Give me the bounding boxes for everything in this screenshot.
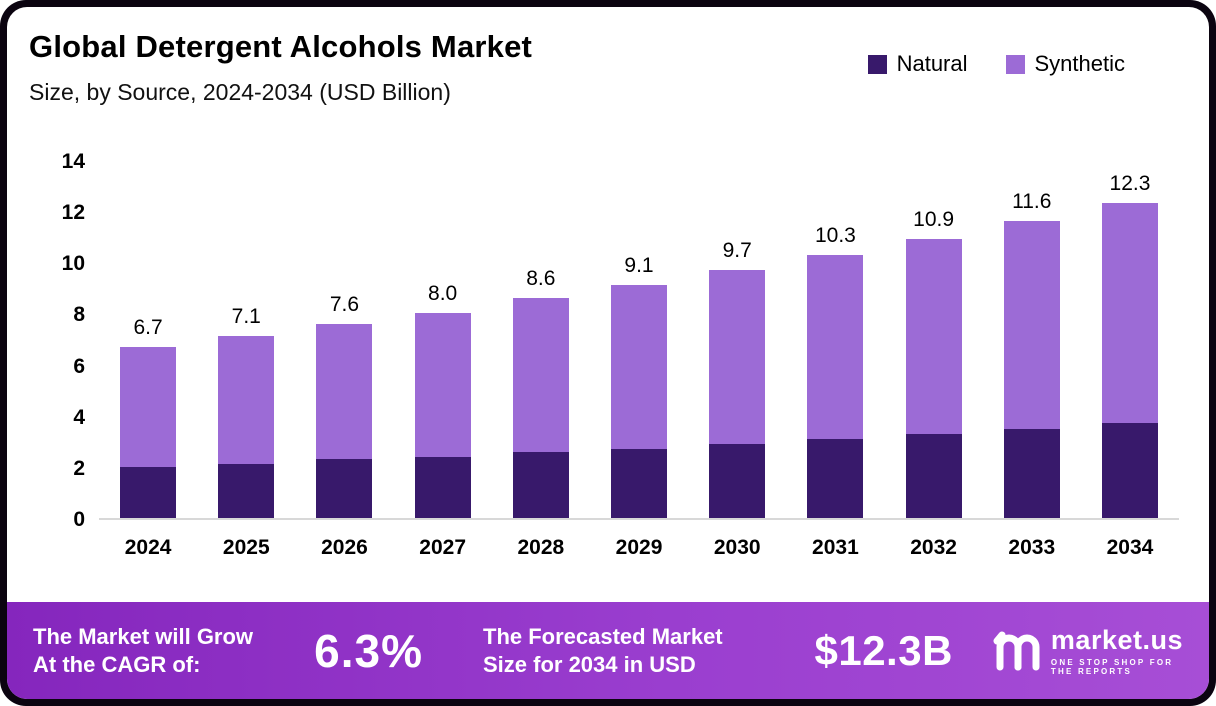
bar-segment-synthetic bbox=[709, 269, 766, 444]
bar-total-label: 9.1 bbox=[624, 254, 654, 278]
bar-segment-natural bbox=[218, 464, 275, 518]
cagr-label: The Market will Grow At the CAGR of: bbox=[33, 624, 254, 677]
x-axis-label: 2034 bbox=[1106, 536, 1154, 559]
bar-segment-natural bbox=[316, 459, 373, 518]
y-tick-label: 14 bbox=[61, 150, 85, 173]
y-tick-label: 10 bbox=[61, 252, 85, 276]
chart-legend: Natural Synthetic bbox=[867, 51, 1126, 77]
x-axis-label: 2029 bbox=[615, 536, 663, 559]
x-axis: 2024 2025 2026 2027 2028 2029 2030 2031 2032 2033… bbox=[99, 536, 1179, 560]
bar-segment-natural bbox=[512, 451, 569, 518]
plot-area: 6.7 7.1 7.6 8.0 8.6 9.1 9.7 10.3 10.9 11.6 12.3 bbox=[99, 162, 1179, 520]
y-tick-label: 12 bbox=[61, 201, 85, 225]
bar-total-label: 12.3 bbox=[1109, 172, 1151, 196]
y-tick-label: 8 bbox=[73, 303, 85, 327]
bar-segment-natural bbox=[905, 433, 962, 518]
chart-card: Global Detergent Alcohols Market Size, b… bbox=[7, 7, 1209, 699]
bar-2030: 9.7 bbox=[688, 162, 786, 518]
x-axis-label: 2025 bbox=[222, 536, 270, 559]
bar-2033: 11.6 bbox=[983, 162, 1081, 518]
bar-segment-synthetic bbox=[218, 336, 275, 465]
bar-total-label: 9.7 bbox=[722, 238, 752, 262]
chart-title: Global Detergent Alcohols Market bbox=[29, 29, 533, 64]
bar-segment-synthetic bbox=[414, 313, 471, 457]
legend-label-synthetic: Synthetic bbox=[1034, 51, 1126, 76]
brand-tagline: ONE STOP SHOP FOR THE REPORTS bbox=[1050, 658, 1174, 676]
legend-item-synthetic: Synthetic bbox=[1005, 51, 1126, 77]
bar-segment-natural bbox=[807, 438, 864, 518]
x-axis-label: 2030 bbox=[713, 536, 761, 559]
bar-segment-synthetic bbox=[807, 254, 864, 439]
bar-segment-natural bbox=[611, 448, 668, 518]
bar-total-label: 10.9 bbox=[913, 208, 955, 232]
bar-total-label: 7.1 bbox=[231, 305, 261, 329]
bar-2028: 8.6 bbox=[492, 162, 590, 518]
brand-name: market.us bbox=[1050, 625, 1183, 655]
legend-label-natural: Natural bbox=[896, 51, 968, 76]
chart-subtitle: Size, by Source, 2024-2034 (USD Billion) bbox=[29, 79, 451, 105]
legend-swatch-synthetic-icon bbox=[1005, 54, 1025, 74]
y-tick-label: 0 bbox=[73, 508, 85, 531]
bar-segment-natural bbox=[120, 466, 177, 518]
footer-banner: The Market will Grow At the CAGR of: 6.3… bbox=[7, 602, 1209, 699]
bar-2025: 7.1 bbox=[197, 162, 295, 518]
bar-segment-synthetic bbox=[120, 346, 177, 467]
brand-lockup: market.us ONE STOP SHOP FOR THE REPORTS bbox=[993, 625, 1183, 676]
x-axis-label: 2033 bbox=[1008, 536, 1056, 559]
x-axis-label: 2032 bbox=[910, 536, 957, 559]
bar-2032: 10.9 bbox=[885, 162, 983, 518]
bar-segment-natural bbox=[709, 443, 766, 518]
bar-segment-synthetic bbox=[1003, 221, 1060, 429]
x-axis-label: 2024 bbox=[124, 536, 172, 559]
bar-2027: 8.0 bbox=[394, 162, 492, 518]
bar-2029: 9.1 bbox=[590, 162, 688, 518]
forecast-value: $12.3B bbox=[814, 626, 953, 674]
y-tick-label: 6 bbox=[73, 354, 85, 378]
market-us-logo-icon bbox=[993, 631, 1040, 670]
x-axis-label: 2031 bbox=[812, 536, 859, 559]
bar-2031: 10.3 bbox=[786, 162, 884, 518]
legend-swatch-natural-icon bbox=[867, 54, 887, 74]
bar-segment-synthetic bbox=[1101, 203, 1158, 424]
x-axis-label: 2028 bbox=[517, 536, 565, 559]
x-axis-label: 2026 bbox=[321, 536, 368, 559]
cagr-value: 6.3% bbox=[314, 624, 423, 677]
y-tick-label: 2 bbox=[73, 456, 85, 480]
chart-header: Global Detergent Alcohols Market Size, b… bbox=[7, 7, 1209, 106]
bar-2026: 7.6 bbox=[295, 162, 393, 518]
bar-2034: 12.3 bbox=[1081, 162, 1179, 518]
bar-total-label: 6.7 bbox=[133, 315, 163, 339]
y-tick-label: 4 bbox=[73, 405, 85, 429]
bar-segment-synthetic bbox=[611, 285, 668, 449]
forecast-label: The Forecasted Market Size for 2034 in U… bbox=[483, 624, 723, 677]
bar-total-label: 8.0 bbox=[428, 282, 458, 306]
chart-section: 0 2 4 6 8 10 12 14 6.7 7.1 7.6 8.0 8.6 9.1 9.7 10.3 10.… bbox=[7, 150, 1209, 602]
bar-total-label: 8.6 bbox=[526, 267, 556, 291]
legend-item-natural: Natural bbox=[867, 51, 968, 77]
brand-text: market.us ONE STOP SHOP FOR THE REPORTS bbox=[1051, 625, 1183, 676]
bar-total-label: 11.6 bbox=[1012, 190, 1052, 214]
x-axis-label: 2027 bbox=[419, 536, 467, 559]
bar-2024: 6.7 bbox=[99, 162, 197, 518]
plot-wrap: 6.7 7.1 7.6 8.0 8.6 9.1 9.7 10.3 10.9 11.6 12.3 20… bbox=[99, 162, 1179, 602]
bar-segment-synthetic bbox=[512, 298, 569, 452]
bar-total-label: 10.3 bbox=[814, 223, 856, 247]
bar-segment-synthetic bbox=[316, 323, 373, 460]
bar-segment-natural bbox=[1003, 428, 1060, 518]
bar-segment-natural bbox=[1101, 423, 1158, 518]
bar-segment-natural bbox=[414, 456, 471, 518]
y-axis: 0 2 4 6 8 10 12 14 bbox=[37, 150, 99, 531]
bar-segment-synthetic bbox=[905, 239, 962, 434]
bar-total-label: 7.6 bbox=[329, 292, 360, 316]
